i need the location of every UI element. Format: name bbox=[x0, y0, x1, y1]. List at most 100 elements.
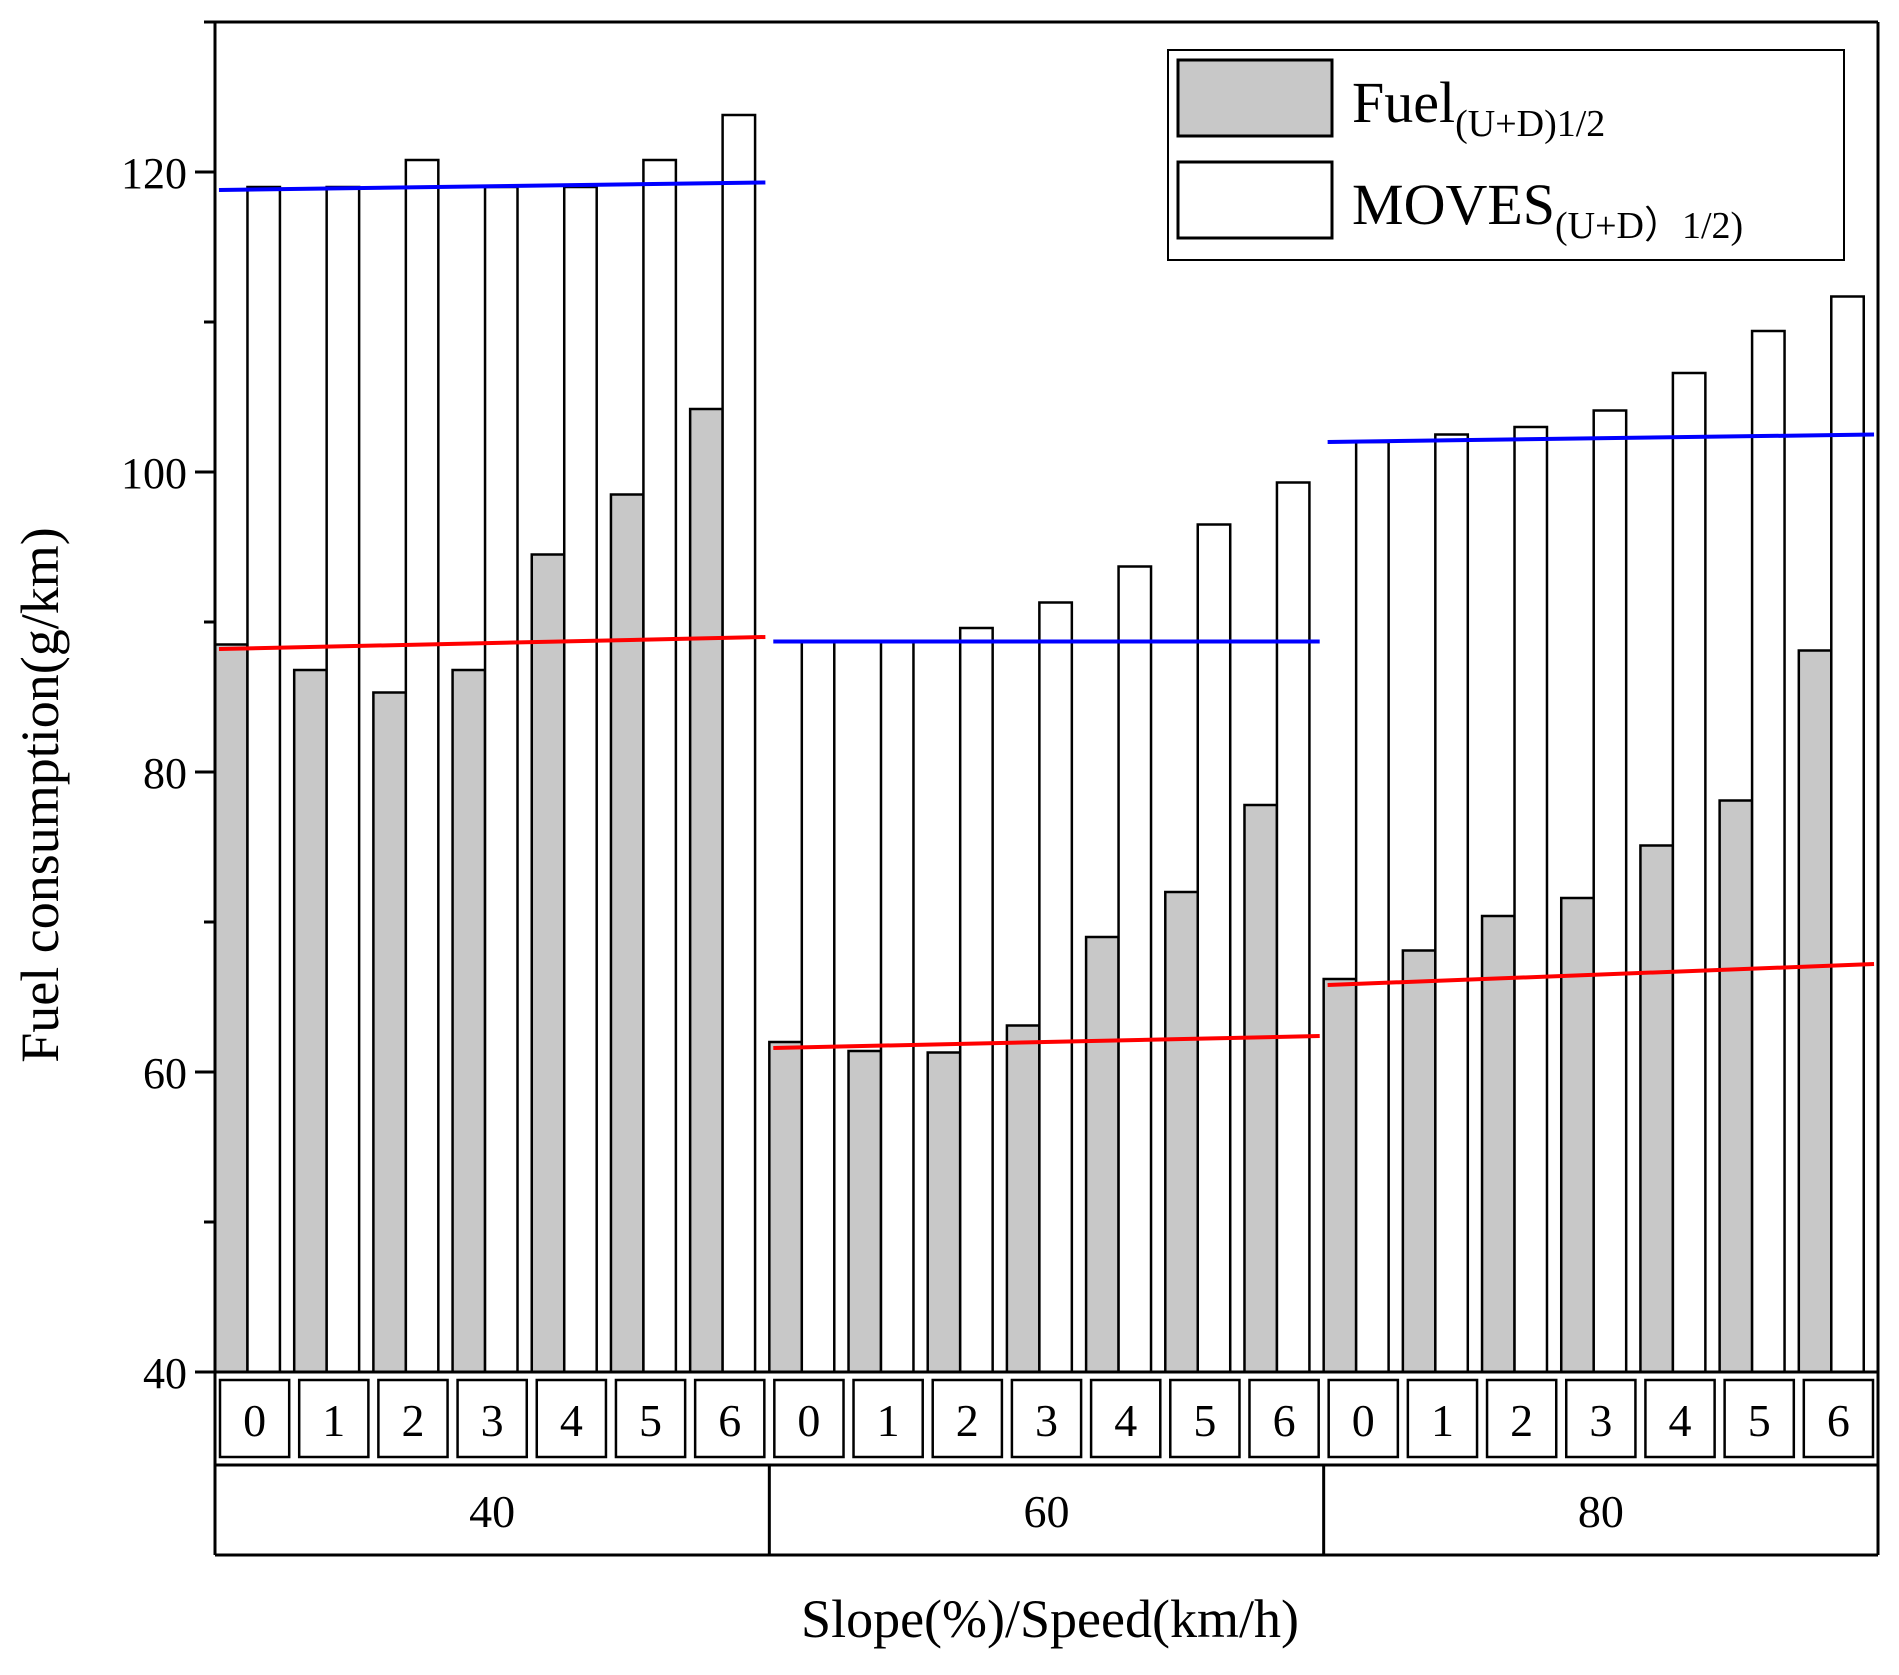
bar-moves-speed60-slope0 bbox=[800, 640, 836, 1374]
slope-label-speed60-5: 5 bbox=[1193, 1395, 1216, 1446]
trend-line-moves-speed80 bbox=[1327, 432, 1875, 444]
slope-cell-speed40-6 bbox=[693, 1378, 766, 1459]
bar-moves-speed80-slope5 bbox=[1750, 329, 1786, 1374]
legend-fuel-sub: (U+D)1/2 bbox=[1455, 103, 1605, 145]
category-axis-table: 0 1 2 3 4 5 6 40 0 1 2 3 4 5 6 60 0 1 2 3 4 5 6 80 bbox=[213, 1372, 1880, 1557]
slope-cell-speed40-0 bbox=[218, 1378, 291, 1459]
bar-fuel-speed80-slope4 bbox=[1639, 844, 1675, 1374]
slope-label-speed80-0: 0 bbox=[1352, 1395, 1375, 1446]
slope-cell-speed40-4 bbox=[535, 1378, 608, 1459]
bar-moves-speed40-slope2 bbox=[404, 158, 440, 1374]
slope-cell-speed80-2 bbox=[1485, 1378, 1558, 1459]
slope-label-speed40-2: 2 bbox=[401, 1395, 424, 1446]
legend-moves-sub: (U+D）1/2) bbox=[1555, 205, 1743, 247]
slope-label-speed60-6: 6 bbox=[1273, 1395, 1296, 1446]
legend-moves-main: MOVES bbox=[1352, 172, 1555, 237]
bar-fuel-speed80-slope3 bbox=[1559, 896, 1595, 1374]
bar-fuel-speed80-slope1 bbox=[1401, 949, 1437, 1374]
slope-cell-speed40-3 bbox=[456, 1378, 529, 1459]
bar-moves-speed40-slope1 bbox=[325, 185, 361, 1374]
slope-cell-speed40-2 bbox=[377, 1378, 449, 1459]
legend-swatch-moves bbox=[1176, 160, 1334, 240]
legend-label-fuel: Fuel(U+D)1/2 bbox=[1352, 70, 1605, 145]
slope-cell-speed80-5 bbox=[1723, 1378, 1796, 1459]
legend: Fuel(U+D)1/2 MOVES(U+D）1/2) bbox=[1167, 49, 1845, 261]
y-tick-label-100: 100 bbox=[121, 449, 187, 498]
bar-moves-speed40-slope5 bbox=[642, 158, 678, 1374]
slope-label-speed40-0: 0 bbox=[243, 1395, 266, 1446]
trend-line-fuel-speed80 bbox=[1327, 962, 1875, 987]
bar-moves-speed60-slope2 bbox=[958, 626, 994, 1374]
bar-fuel-speed40-slope5 bbox=[609, 493, 645, 1374]
bar-moves-speed60-slope1 bbox=[879, 640, 915, 1374]
bar-fuel-speed60-slope0 bbox=[768, 1040, 804, 1374]
y-tick-label-120: 120 bbox=[121, 149, 187, 198]
y-axis-title: Fuel consumption(g/km) bbox=[10, 527, 70, 1062]
slope-cell-speed40-5 bbox=[614, 1378, 687, 1459]
slope-cell-speed80-3 bbox=[1564, 1378, 1637, 1459]
legend-swatch-fuel bbox=[1176, 58, 1334, 138]
slope-label-speed40-5: 5 bbox=[639, 1395, 662, 1446]
slope-label-speed40-4: 4 bbox=[560, 1395, 583, 1446]
bar-fuel-speed40-slope4 bbox=[530, 553, 566, 1374]
slope-cell-speed80-6 bbox=[1802, 1378, 1875, 1459]
bar-fuel-speed40-slope2 bbox=[372, 691, 408, 1374]
bar-moves-speed40-slope3 bbox=[483, 185, 519, 1374]
bar-fuel-speed60-slope5 bbox=[1164, 890, 1200, 1374]
bar-moves-speed80-slope0 bbox=[1354, 440, 1390, 1374]
slope-cell-speed60-6 bbox=[1248, 1378, 1320, 1459]
trend-lines-layer bbox=[218, 180, 1875, 1050]
slope-label-speed60-3: 3 bbox=[1035, 1395, 1058, 1446]
slope-cell-speed60-4 bbox=[1089, 1378, 1162, 1459]
bar-fuel-speed60-slope6 bbox=[1243, 803, 1279, 1374]
bar-fuel-speed40-slope6 bbox=[688, 407, 724, 1374]
bar-fuel-speed60-slope4 bbox=[1084, 935, 1120, 1374]
bars-layer bbox=[213, 113, 1865, 1374]
legend-fuel-main: Fuel bbox=[1352, 70, 1455, 135]
speed-label-40: 40 bbox=[469, 1486, 515, 1537]
bar-fuel-speed40-slope1 bbox=[292, 668, 328, 1374]
axes-layer: 40 60 80 100 120 bbox=[121, 20, 1880, 1398]
bar-moves-speed40-slope6 bbox=[721, 113, 757, 1374]
bar-fuel-speed40-slope0 bbox=[213, 643, 249, 1374]
y-tick-label-60: 60 bbox=[143, 1049, 187, 1098]
bar-moves-speed60-slope3 bbox=[1038, 601, 1074, 1374]
x-axis-title: Slope(%)/Speed(km/h) bbox=[801, 1589, 1299, 1649]
slope-label-speed60-1: 1 bbox=[877, 1395, 900, 1446]
slope-cell-speed60-3 bbox=[1010, 1378, 1083, 1459]
y-tick-label-80: 80 bbox=[143, 749, 187, 798]
speed-label-60: 60 bbox=[1024, 1486, 1070, 1537]
slope-cell-speed60-2 bbox=[931, 1378, 1004, 1459]
slope-label-speed80-2: 2 bbox=[1510, 1395, 1533, 1446]
bar-moves-speed80-slope4 bbox=[1671, 371, 1707, 1374]
slope-label-speed60-0: 0 bbox=[797, 1395, 820, 1446]
slope-cell-speed40-1 bbox=[297, 1378, 370, 1459]
speed-label-80: 80 bbox=[1578, 1486, 1624, 1537]
slope-label-speed80-3: 3 bbox=[1589, 1395, 1612, 1446]
trend-line-fuel-speed60 bbox=[773, 1034, 1320, 1050]
slope-cell-speed80-4 bbox=[1644, 1378, 1716, 1459]
bar-fuel-speed80-slope6 bbox=[1797, 649, 1833, 1374]
slope-label-speed60-4: 4 bbox=[1114, 1395, 1137, 1446]
slope-label-speed80-1: 1 bbox=[1431, 1395, 1454, 1446]
slope-cell-speed80-1 bbox=[1406, 1378, 1479, 1459]
slope-cell-speed60-1 bbox=[852, 1378, 924, 1459]
bar-moves-speed80-slope1 bbox=[1434, 433, 1470, 1374]
slope-label-speed40-6: 6 bbox=[718, 1395, 741, 1446]
bar-moves-speed60-slope6 bbox=[1275, 481, 1311, 1374]
slope-label-speed80-5: 5 bbox=[1748, 1395, 1771, 1446]
slope-cell-speed80-0 bbox=[1327, 1378, 1400, 1459]
bar-fuel-speed60-slope2 bbox=[926, 1051, 962, 1374]
bar-fuel-speed80-slope5 bbox=[1718, 799, 1754, 1374]
slope-label-speed60-2: 2 bbox=[956, 1395, 979, 1446]
slope-cell-speed60-5 bbox=[1169, 1378, 1241, 1459]
slope-label-speed40-3: 3 bbox=[481, 1395, 504, 1446]
trend-line-fuel-speed40 bbox=[218, 635, 766, 651]
bar-moves-speed80-slope2 bbox=[1513, 425, 1549, 1374]
y-tick-label-40: 40 bbox=[143, 1349, 187, 1398]
bar-moves-speed40-slope0 bbox=[246, 185, 282, 1374]
legend-label-moves: MOVES(U+D）1/2) bbox=[1352, 172, 1743, 247]
trend-line-moves-speed40 bbox=[218, 180, 766, 192]
bar-fuel-speed80-slope2 bbox=[1480, 914, 1516, 1374]
